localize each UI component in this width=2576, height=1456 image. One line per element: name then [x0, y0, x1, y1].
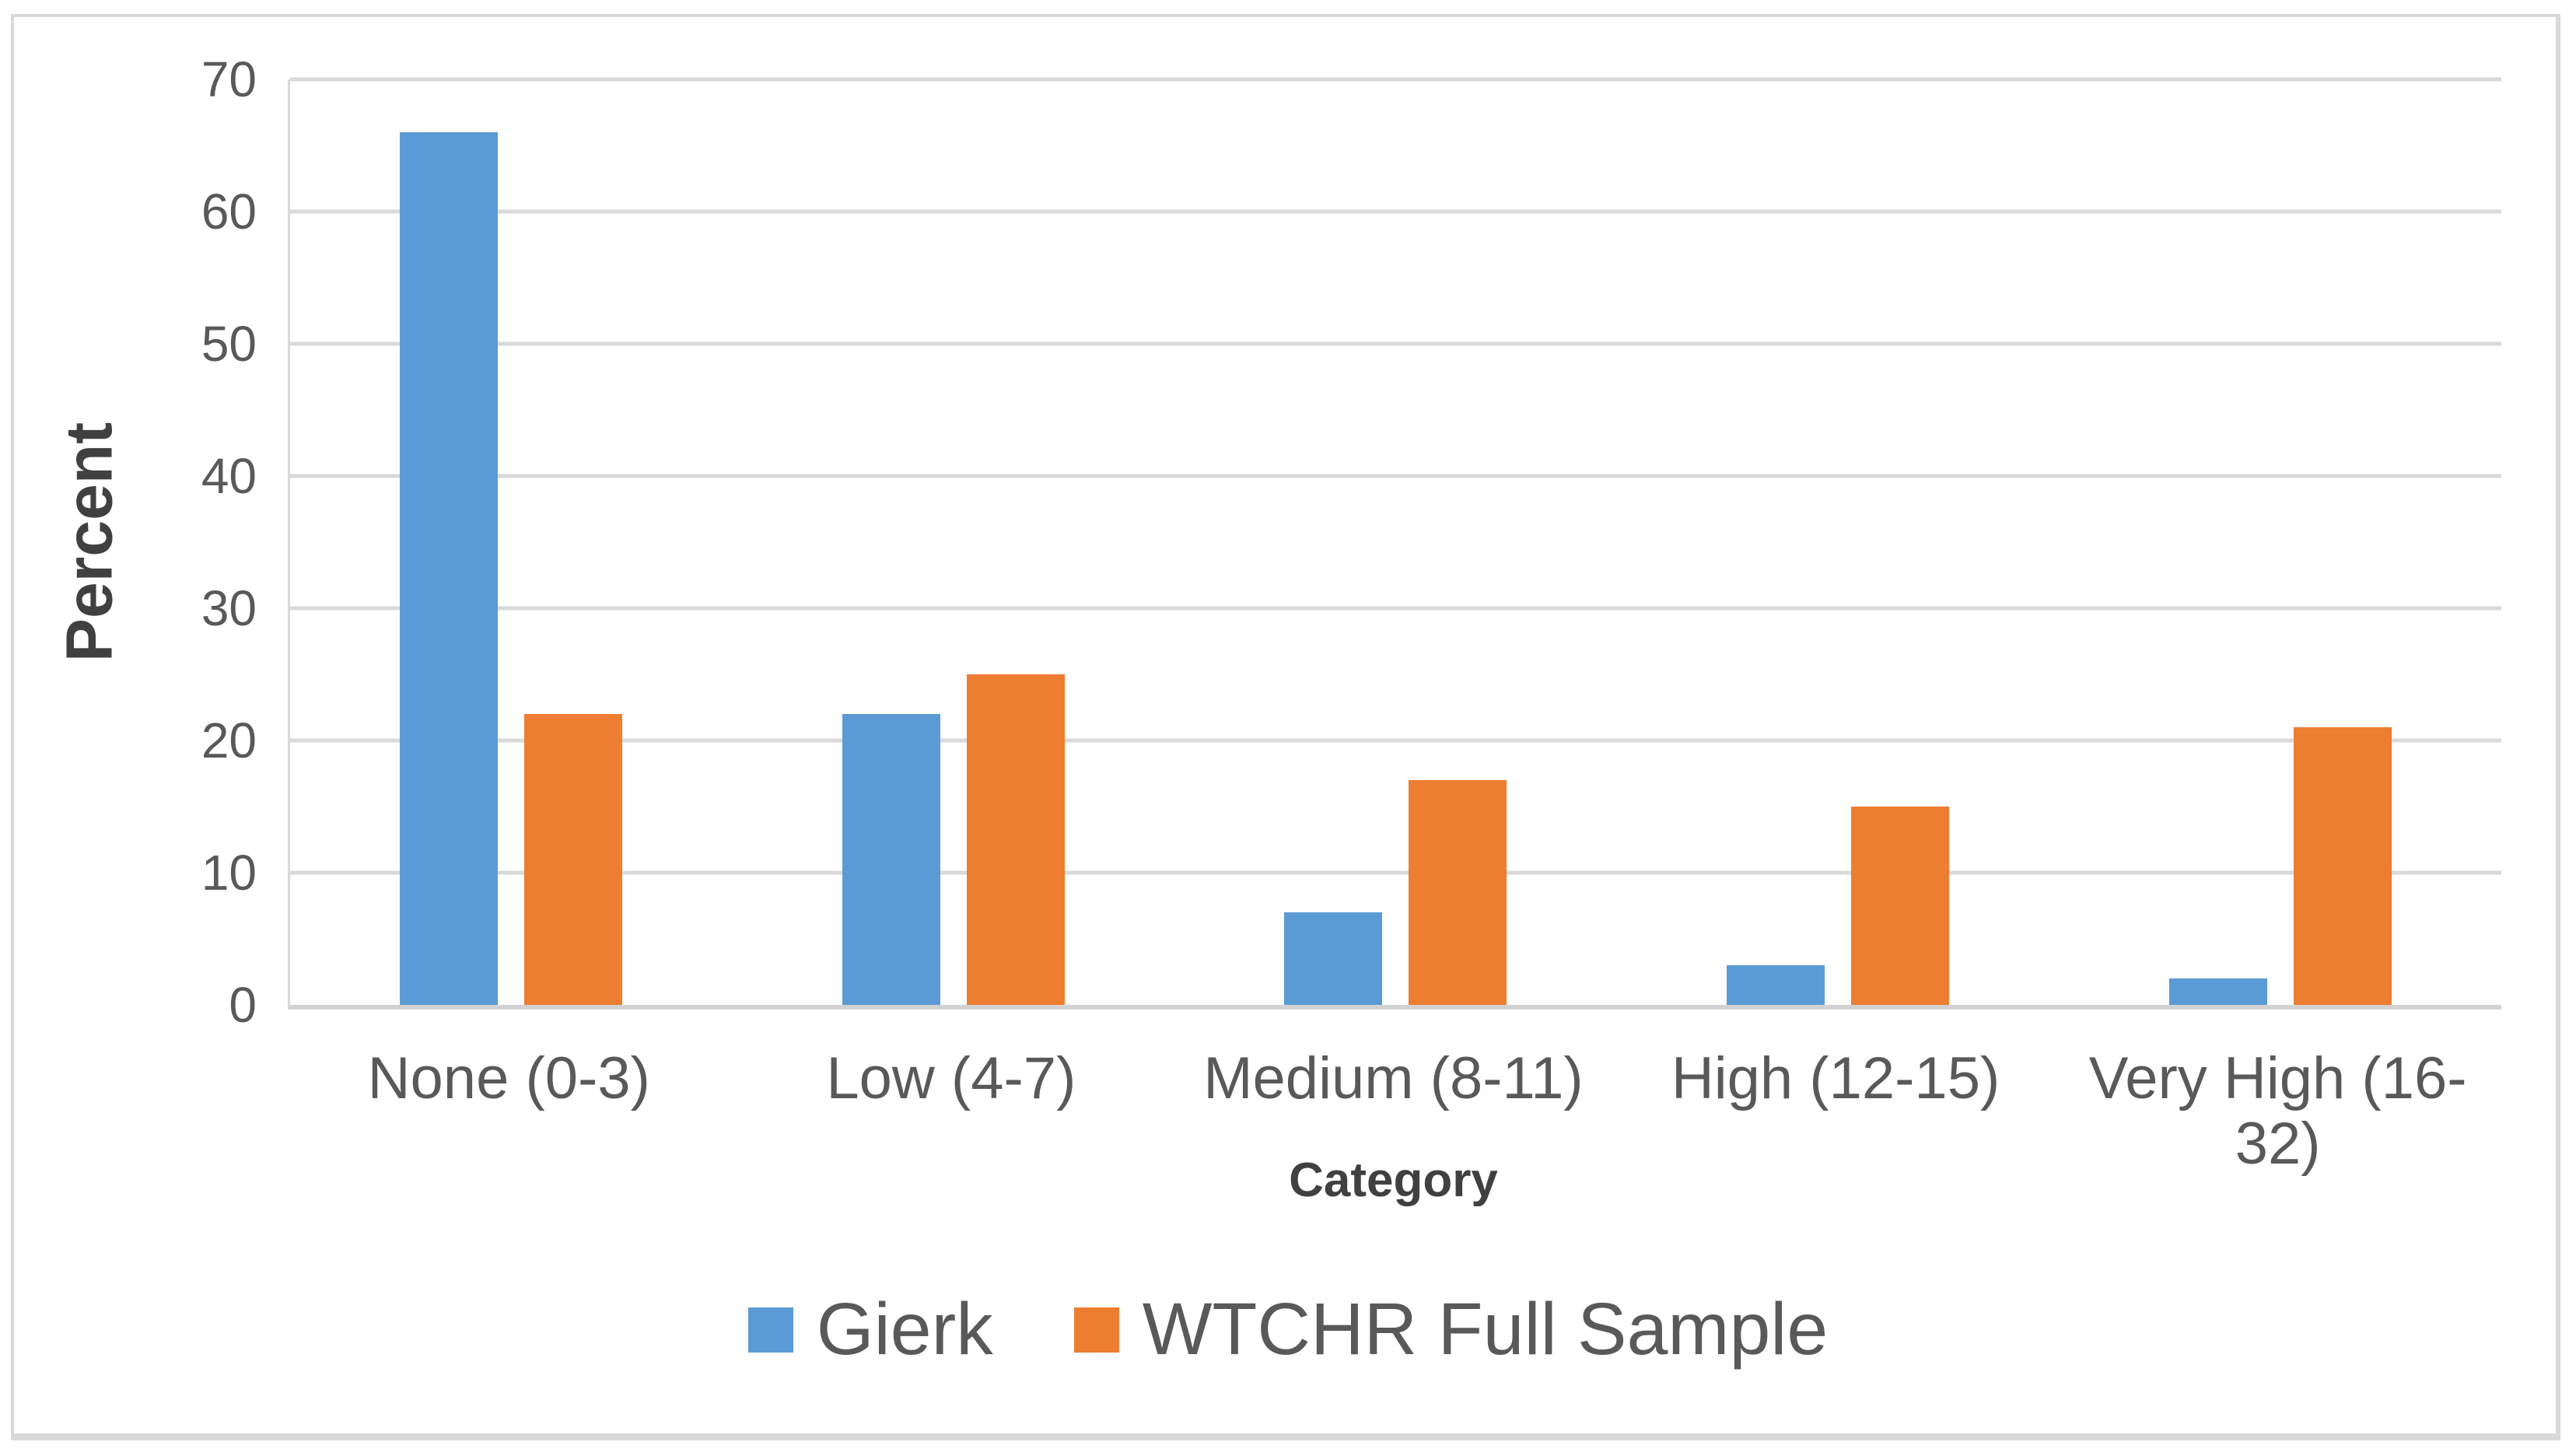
x-tick-label-low-4-7: Low (4-7) — [826, 1045, 1076, 1111]
y-tick-label-20: 20 — [201, 712, 257, 768]
bar-wtchr-full-sample-none-0-3 — [524, 714, 623, 1005]
x-tick-label-medium-8-11: Medium (8-11) — [1203, 1045, 1584, 1111]
plot-area — [288, 77, 2501, 1010]
legend-label-gierk: Gierk — [816, 1288, 993, 1370]
legend: Gierk WTCHR Full Sample — [0, 1293, 2576, 1367]
bar-wtchr-full-sample-medium-8-11 — [1409, 780, 1507, 1005]
y-axis: 0 10 20 30 40 50 60 70 — [0, 54, 257, 1030]
gridline-10 — [290, 870, 2501, 875]
y-tick-label-0: 0 — [229, 977, 257, 1033]
y-tick-label-30: 30 — [201, 580, 257, 636]
bar-gierk-none-0-3 — [400, 132, 499, 1005]
gridline-40 — [290, 474, 2501, 478]
gridline-70 — [290, 77, 2501, 82]
legend-item-wtchr-full-sample: WTCHR Full Sample — [1073, 1288, 1829, 1370]
bar-wtchr-full-sample-very-high-16-32 — [2293, 727, 2392, 1005]
x-axis: None (0-3) Low (4-7) Medium (8-11) High (12… — [288, 1046, 2499, 1176]
bar-gierk-medium-8-11 — [1284, 912, 1383, 1005]
gridline-30 — [290, 606, 2501, 611]
y-tick-label-60: 60 — [201, 184, 257, 240]
legend-item-gierk: Gierk — [747, 1288, 993, 1370]
bar-group-low-4-7 — [733, 79, 1175, 1005]
y-tick-label-40: 40 — [201, 448, 257, 504]
x-tick-label-high-12-15: High (12-15) — [1671, 1045, 2000, 1111]
bar-group-medium-8-11 — [1174, 79, 1617, 1005]
y-tick-label-70: 70 — [201, 51, 257, 107]
x-tick-label-very-high-16-32: Very High (16-32) — [2088, 1045, 2467, 1177]
bar-gierk-low-4-7 — [842, 714, 940, 1005]
legend-swatch-gierk — [747, 1307, 793, 1353]
gridline-60 — [290, 209, 2501, 214]
y-tick-label-50: 50 — [201, 316, 257, 372]
bar-gierk-very-high-16-32 — [2168, 978, 2267, 1005]
bar-wtchr-full-sample-high-12-15 — [1851, 807, 1950, 1005]
bar-wtchr-full-sample-low-4-7 — [966, 674, 1065, 1005]
bar-group-high-12-15 — [1617, 79, 2060, 1005]
gridline-50 — [290, 341, 2501, 346]
gridline-20 — [290, 738, 2501, 743]
legend-label-wtchr-full-sample: WTCHR Full Sample — [1142, 1288, 1829, 1370]
bar-group-none-0-3 — [290, 79, 733, 1005]
x-tick-label-none-0-3: None (0-3) — [367, 1045, 650, 1111]
bar-group-very-high-16-32 — [2059, 79, 2501, 1005]
bar-gierk-high-12-15 — [1727, 965, 1825, 1005]
x-axis-title: Category — [1289, 1153, 1498, 1207]
y-tick-label-10: 10 — [201, 845, 257, 901]
legend-swatch-wtchr-full-sample — [1073, 1307, 1119, 1353]
